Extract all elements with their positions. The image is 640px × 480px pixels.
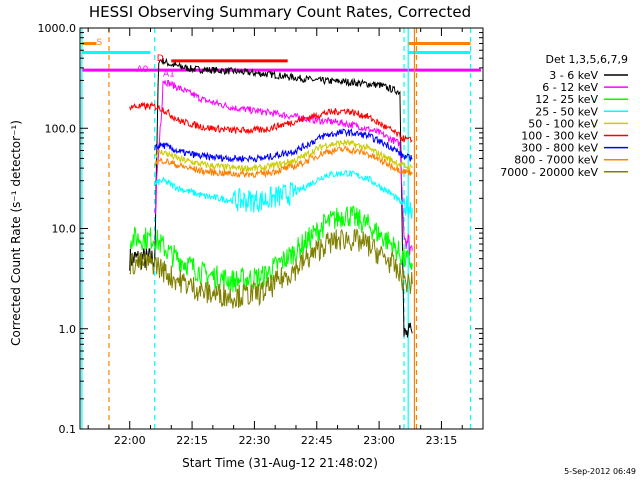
legend-label: 3 - 6 keV [549,69,598,82]
axes: 0.1 1.0 10.0 100.0 1000.0 22:00 22:15 22:30 22:4… [38,22,484,447]
series-line-9 [129,228,413,309]
legend-label: 7000 - 20000 keV [500,166,598,179]
series-line-4 [154,169,413,219]
series-line-7 [154,128,413,163]
marker-lines [81,28,472,429]
x-axis-label: Start Time (31-Aug-12 21:48:02) [182,456,378,470]
footer-timestamp: 5-Sep-2012 06:49 [564,467,636,476]
legend-label: 300 - 800 keV [521,142,598,155]
x-tick-label: 23:00 [363,434,395,447]
annotation-label: A1 [163,69,175,79]
chart-title: HESSI Observing Summary Count Rates, Cor… [89,3,471,21]
legend-label: 100 - 300 keV [521,130,598,143]
annotation-label: A0 [137,65,149,75]
series-line-8 [154,145,413,179]
series-line-6 [129,101,413,144]
y-tick-label: 100.0 [45,122,77,135]
annotation-label: S [96,38,102,48]
x-tick-label: 23:15 [426,434,458,447]
legend-label: 25 - 50 keV [535,105,598,118]
series-line-5 [154,139,413,173]
x-tick-label: 22:15 [176,434,208,447]
legend-label: 50 - 100 keV [528,117,598,130]
series-line-1 [129,57,413,338]
series-line-2 [154,79,413,256]
series-group [129,57,413,338]
legend-label: 800 - 7000 keV [514,154,598,167]
y-axis-label: Corrected Count Rate (s⁻¹ detector⁻¹) [9,120,23,346]
y-tick-label: 10.0 [52,223,77,236]
y-tick-label: 1000.0 [38,22,77,35]
status-bars [81,42,481,72]
legend-title: Det 1,3,5,6,7,9 [545,53,628,66]
y-tick-label: 1.0 [59,323,77,336]
x-tick-label: 22:45 [301,434,333,447]
legend-label: 12 - 25 keV [535,93,598,106]
y-tick-label: 0.1 [59,423,77,436]
plot-frame [79,27,484,430]
legend-label: 6 - 12 keV [542,81,598,94]
x-tick-label: 22:30 [239,434,271,447]
annotations: S D A0 A1 [96,38,174,79]
x-tick-label: 22:00 [114,434,146,447]
annotation-label: D [157,54,164,64]
